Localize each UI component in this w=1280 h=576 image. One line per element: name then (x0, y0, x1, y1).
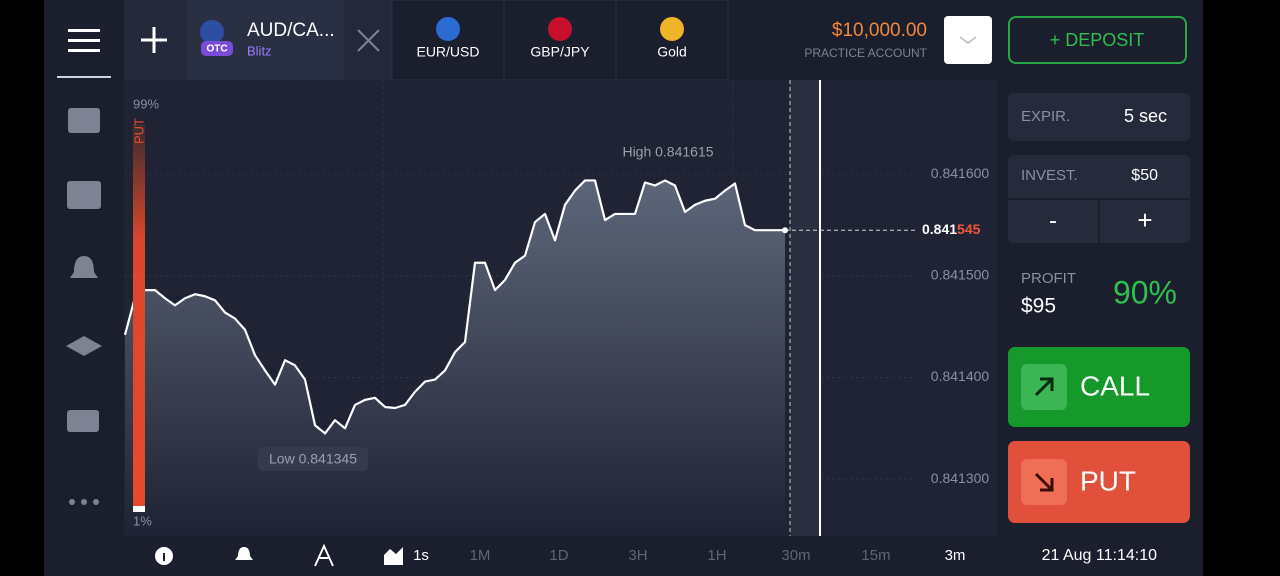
asset-name: EUR/USD (416, 44, 479, 60)
profit-value: $95 (1021, 295, 1056, 318)
timeframe[interactable]: 3m (945, 547, 966, 564)
tab-mode: Blitz (247, 43, 272, 58)
gauge-bottom: 1% (133, 513, 152, 528)
price-area (125, 180, 785, 536)
timeframe[interactable]: 1M (470, 547, 491, 564)
datetime: 21 Aug 11:14:10 (1042, 547, 1157, 564)
bell-icon[interactable] (70, 256, 98, 278)
timeframe[interactable]: 1H (707, 547, 726, 564)
portfolio-icon[interactable] (68, 108, 100, 133)
call-text: CALL (1080, 370, 1150, 401)
invest-value: $50 (1131, 167, 1158, 184)
plus-button[interactable]: + (1137, 205, 1152, 235)
expiration-field[interactable] (1008, 93, 1190, 141)
balance[interactable]: $10,000.00 (832, 20, 927, 41)
account-type: PRACTICE ACCOUNT (804, 46, 927, 60)
more-dot (81, 499, 87, 505)
stats-icon[interactable] (67, 181, 101, 209)
asset-name: Gold (657, 44, 687, 60)
chevron (959, 36, 977, 45)
chat-icon[interactable] (67, 410, 99, 432)
close-icon (357, 29, 380, 52)
current-price-tail: 545 (957, 221, 981, 237)
profit-percent: 90% (1113, 274, 1177, 310)
more-dot[interactable] (69, 499, 75, 505)
low-annotation-bg (258, 447, 368, 471)
y-tick-label: 0.841300 (931, 470, 990, 486)
menu-line (68, 49, 100, 52)
deposit-text: + DEPOSIT (1050, 30, 1145, 50)
otc-text: OTC (206, 44, 227, 55)
asset-icon (436, 17, 460, 41)
info-mark (163, 553, 165, 561)
timeframe[interactable]: 1s (413, 547, 429, 564)
asset-icon (548, 17, 572, 41)
timeframe[interactable]: 1D (549, 547, 568, 564)
gauge-top: 99% (133, 96, 159, 111)
current-price: 0.841545 (922, 221, 981, 237)
y-tick-label: 0.841400 (931, 368, 990, 384)
timeframe[interactable]: 30m (781, 547, 810, 564)
current-point (782, 227, 788, 234)
arrow-down (1034, 472, 1054, 492)
menu-line (68, 29, 100, 32)
timeframe[interactable]: 15m (861, 547, 890, 564)
timeframe[interactable]: 3H (628, 547, 647, 564)
expiration-value: 5 sec (1124, 106, 1167, 126)
bottom-bar (44, 536, 1203, 576)
asset-name: GBP/JPY (530, 44, 590, 60)
arrow-up (1034, 377, 1054, 397)
deposit-button[interactable] (1008, 16, 1187, 64)
low-annotation: Low 0.841345 (269, 451, 357, 467)
gauge-end (133, 506, 145, 512)
price-line (123, 179, 785, 435)
sentiment-gauge (133, 124, 145, 512)
alert-icon[interactable] (235, 547, 253, 560)
menu-line (68, 39, 100, 42)
tab-symbol: AUD/CA... (247, 20, 335, 41)
more-dot (93, 499, 99, 505)
plus-icon (141, 27, 167, 53)
flag-icon (200, 20, 224, 44)
asset-icon (660, 17, 684, 41)
current-price-head: 0.841 (922, 221, 957, 237)
profit-label: PROFIT (1021, 270, 1076, 287)
menu-underline (57, 76, 111, 78)
y-tick-label: 0.841600 (931, 165, 990, 181)
expiration-label: EXPIR. (1021, 108, 1070, 125)
otc-badge (201, 41, 233, 56)
education-icon[interactable] (66, 336, 102, 356)
sidebar (44, 80, 124, 536)
minus-button[interactable]: - (1049, 207, 1057, 234)
y-tick-label: 0.841500 (931, 267, 990, 283)
account-dropdown[interactable] (944, 16, 992, 64)
drawing-icon[interactable] (314, 543, 334, 567)
gauge-label: PUT (131, 118, 146, 144)
high-annotation: High 0.841615 (622, 144, 713, 160)
invest-label: INVEST. (1021, 167, 1078, 184)
expiry-zone (790, 80, 820, 536)
chart-type-icon[interactable] (384, 547, 403, 565)
put-text: PUT (1080, 465, 1136, 496)
menu-button[interactable] (68, 29, 100, 52)
